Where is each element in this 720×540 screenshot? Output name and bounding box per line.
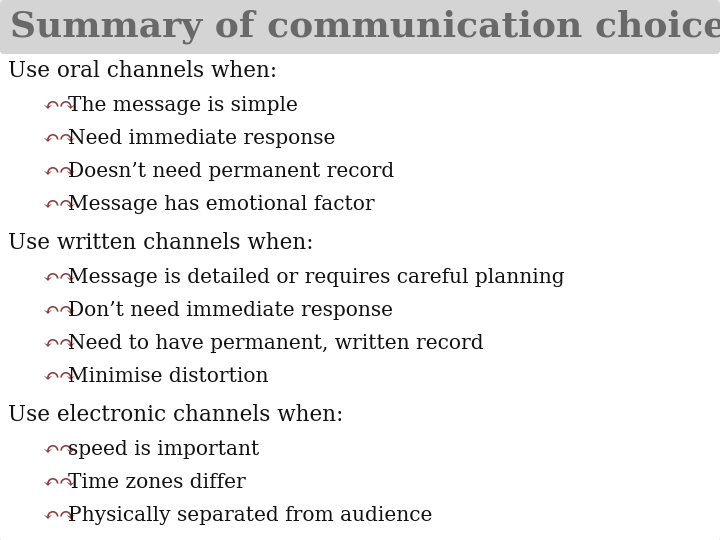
- FancyBboxPatch shape: [0, 0, 720, 54]
- Text: ↶↷: ↶↷: [42, 334, 76, 353]
- Text: ↶↷: ↶↷: [42, 268, 76, 287]
- Text: Use written channels when:: Use written channels when:: [8, 232, 313, 254]
- Text: ↶↷: ↶↷: [42, 129, 76, 148]
- Text: Need to have permanent, written record: Need to have permanent, written record: [68, 334, 484, 353]
- Text: ↶↷: ↶↷: [42, 367, 76, 386]
- Text: Physically separated from audience: Physically separated from audience: [68, 506, 433, 525]
- Text: ↶↷: ↶↷: [42, 195, 76, 214]
- Text: speed is important: speed is important: [68, 440, 259, 459]
- Text: Message has emotional factor: Message has emotional factor: [68, 195, 374, 214]
- Text: ↶↷: ↶↷: [42, 506, 76, 525]
- Text: ↶↷: ↶↷: [42, 162, 76, 181]
- Text: Doesn’t need permanent record: Doesn’t need permanent record: [68, 162, 395, 181]
- Text: ↶↷: ↶↷: [42, 301, 76, 320]
- Text: Use electronic channels when:: Use electronic channels when:: [8, 404, 343, 426]
- Text: ↶↷: ↶↷: [42, 96, 76, 115]
- Text: ↶↷: ↶↷: [42, 440, 76, 459]
- Text: ↶↷: ↶↷: [42, 473, 76, 492]
- Text: The message is simple: The message is simple: [68, 96, 298, 115]
- Text: Minimise distortion: Minimise distortion: [68, 367, 269, 386]
- Text: Need immediate response: Need immediate response: [68, 129, 336, 148]
- Text: Don’t need immediate response: Don’t need immediate response: [68, 301, 393, 320]
- Text: Use oral channels when:: Use oral channels when:: [8, 60, 277, 82]
- Text: Time zones differ: Time zones differ: [68, 473, 246, 492]
- Text: Message is detailed or requires careful planning: Message is detailed or requires careful …: [68, 268, 564, 287]
- Text: Summary of communication choices: Summary of communication choices: [10, 10, 720, 44]
